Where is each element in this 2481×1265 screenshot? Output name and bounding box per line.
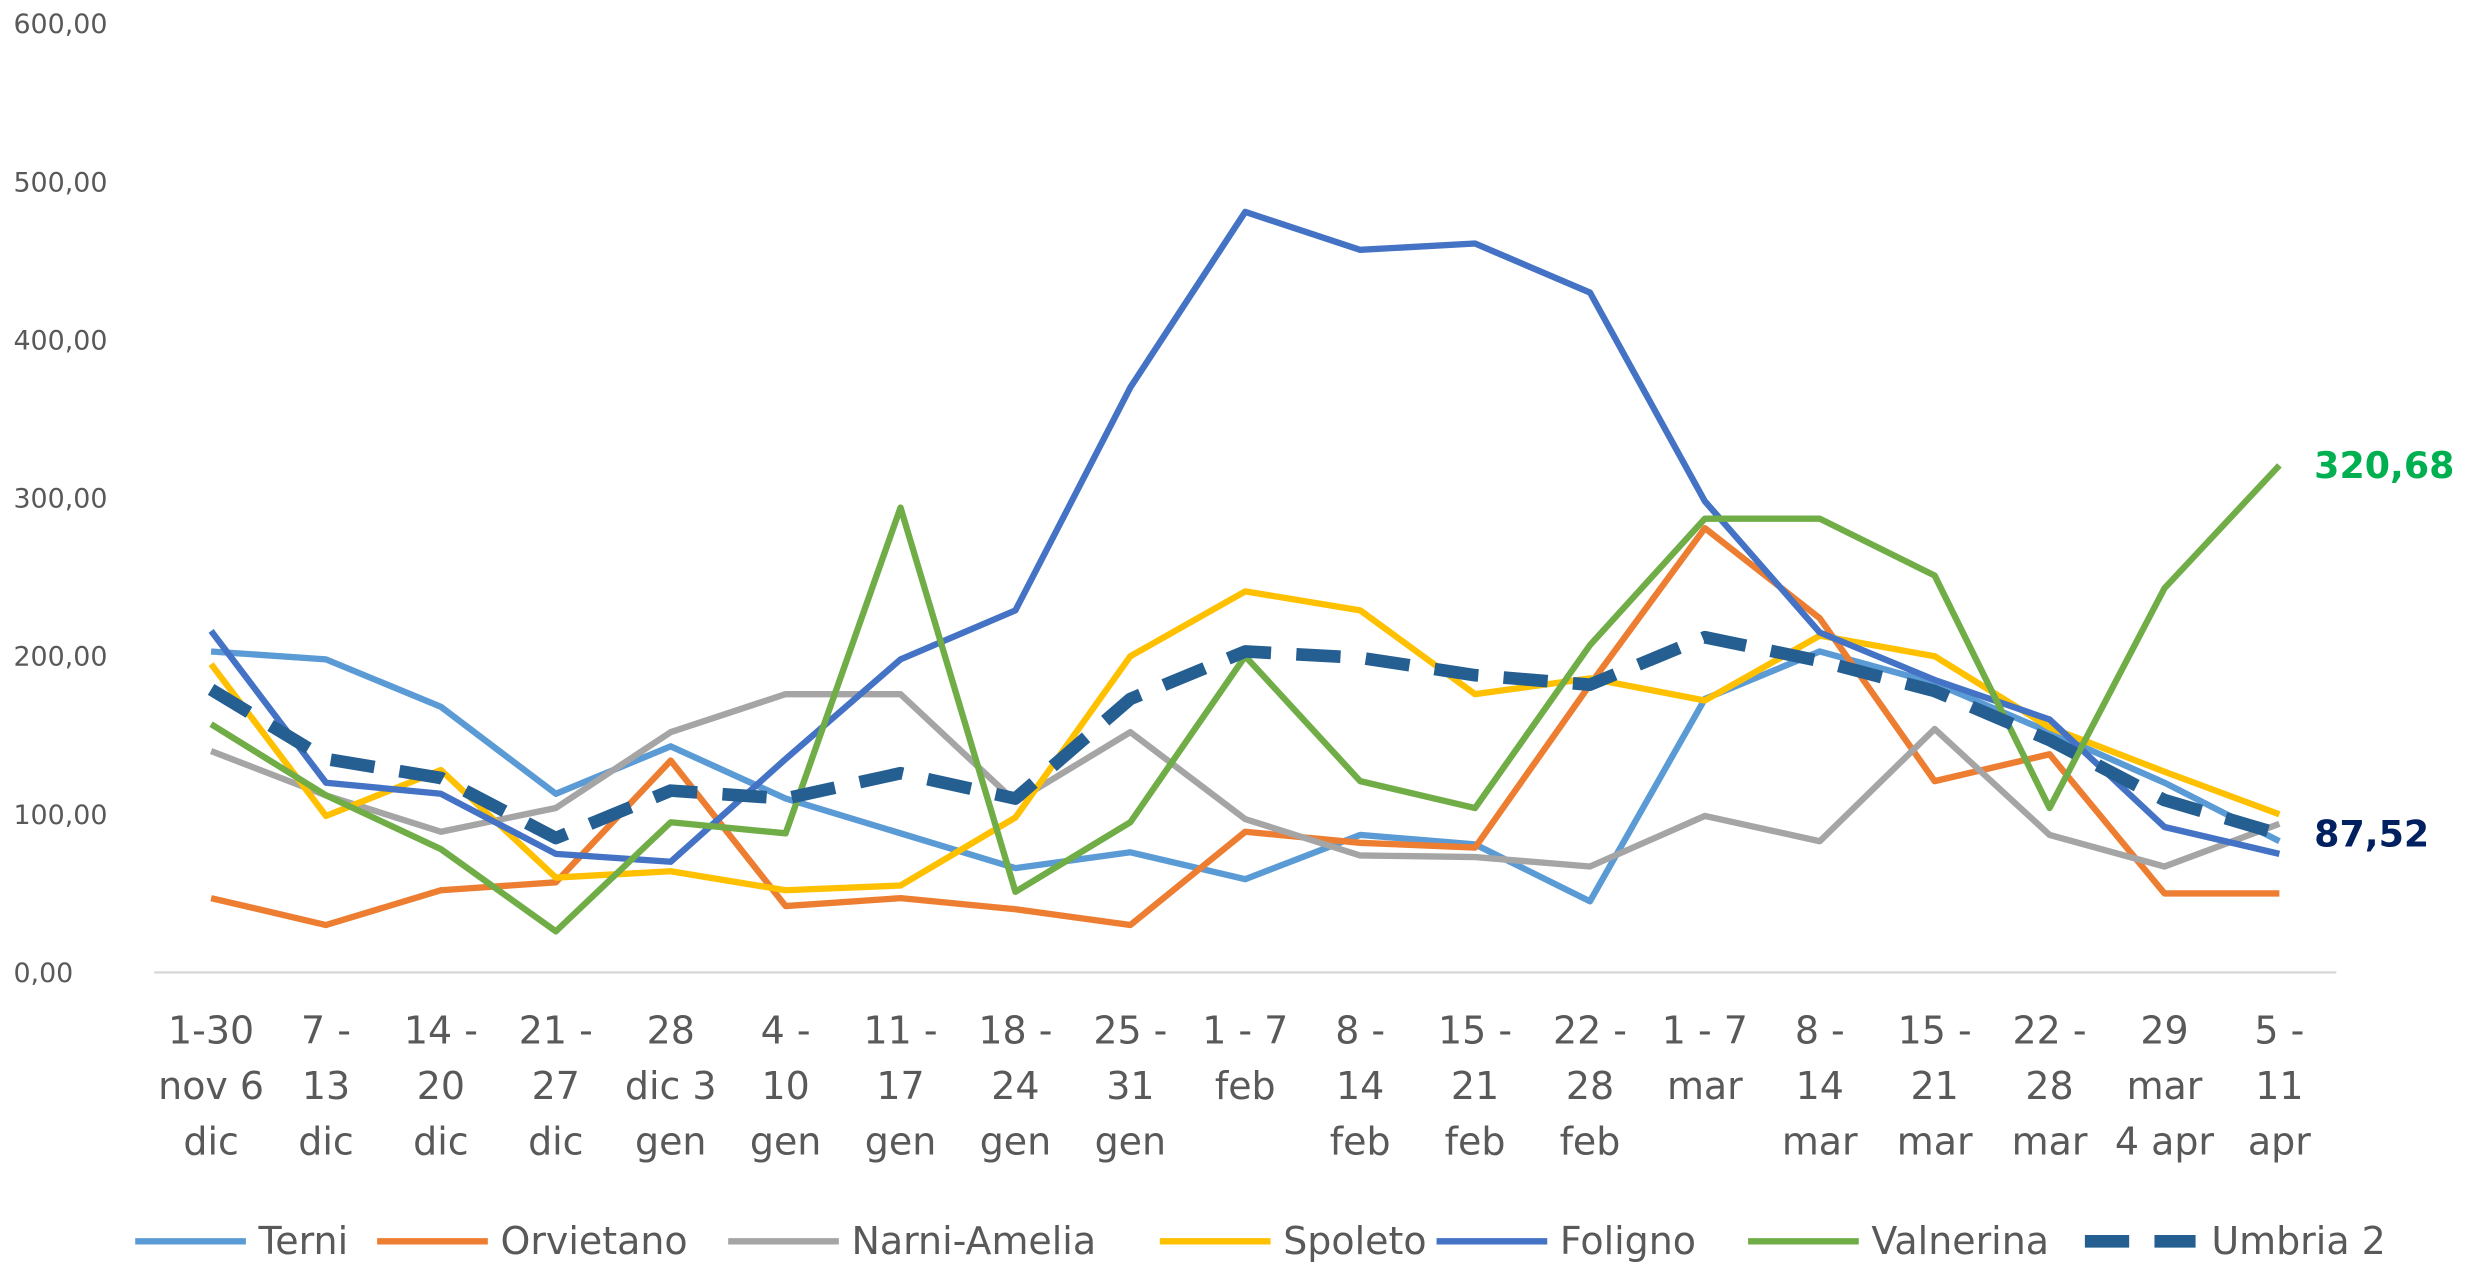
x-tick-label: 31 (1106, 1064, 1154, 1108)
x-tick-label: dic (528, 1119, 583, 1163)
x-tick-label: 21 - (519, 1009, 593, 1053)
x-tick-label: 18 - (978, 1009, 1052, 1053)
y-tick-label: 500,00 (13, 167, 107, 198)
x-tick-label: 28 (2025, 1064, 2073, 1108)
legend-label: Valnerina (1871, 1219, 2049, 1263)
x-tick-label: apr (2248, 1119, 2311, 1163)
x-tick-label: 28 (647, 1009, 695, 1053)
x-tick-label: 7 - (301, 1009, 351, 1053)
x-tick-label: 13 (302, 1064, 350, 1108)
x-tick-label: feb (1215, 1064, 1276, 1108)
x-tick-label: 29 (2140, 1009, 2188, 1053)
y-tick-label: 600,00 (13, 9, 107, 40)
x-tick-label: 11 (2255, 1064, 2303, 1108)
x-tick-label: mar (2012, 1119, 2088, 1163)
x-tick-label: 14 (1336, 1064, 1384, 1108)
x-tick-label: 21 (1451, 1064, 1499, 1108)
x-tick-label: feb (1330, 1119, 1391, 1163)
x-tick-label: 17 (876, 1064, 924, 1108)
series-line (210, 524, 2280, 929)
series-line (208, 208, 2281, 865)
x-tick-label: 8 - (1795, 1009, 1845, 1053)
x-tick-label: 1 - 7 (1202, 1009, 1288, 1053)
x-tick-label: 4 apr (2115, 1119, 2215, 1163)
legend-label: Umbria 2 (2211, 1219, 2385, 1263)
y-tick-label: 300,00 (13, 484, 107, 515)
x-tick-label: 25 - (1093, 1009, 1167, 1053)
x-tick-label: 14 (1796, 1064, 1844, 1108)
x-tick-label: gen (980, 1119, 1051, 1163)
x-tick-label: 5 - (2254, 1009, 2304, 1053)
data-label: 320,68 (2314, 444, 2454, 487)
x-tick-label: 22 - (1553, 1009, 1627, 1053)
legend-label: Terni (258, 1219, 349, 1263)
x-tick-label: mar (1782, 1119, 1858, 1163)
y-tick-label: 400,00 (13, 325, 107, 356)
x-tick-label: 21 (1911, 1064, 1959, 1108)
x-tick-label: 24 (991, 1064, 1039, 1108)
x-tick-label: 11 - (864, 1009, 938, 1053)
x-tick-label: feb (1445, 1119, 1506, 1163)
x-tick-label: 27 (532, 1064, 580, 1108)
y-tick-label: 0,00 (13, 958, 73, 989)
series-line (208, 588, 2281, 894)
x-tick-label: 4 - (761, 1009, 811, 1053)
legend-label: Spoleto (1283, 1219, 1426, 1263)
x-tick-label: feb (1560, 1119, 1621, 1163)
series-line (209, 691, 2281, 870)
y-tick-label: 200,00 (13, 642, 107, 673)
x-tick-label: gen (750, 1119, 821, 1163)
legend-label: Foligno (1560, 1219, 1696, 1263)
x-tick-label: 15 - (1898, 1009, 1972, 1053)
x-tick-label: 28 (1566, 1064, 1614, 1108)
x-tick-label: dic (413, 1119, 468, 1163)
y-tick-label: 100,00 (13, 800, 107, 831)
x-tick-label: 10 (761, 1064, 809, 1108)
legend-label: Narni-Amelia (852, 1219, 1097, 1263)
x-tick-label: gen (1095, 1119, 1166, 1163)
x-tick-label: nov 6 (158, 1064, 264, 1108)
series-line (207, 630, 2282, 845)
legend-label: Orvietano (500, 1219, 687, 1263)
x-tick-label: dic (183, 1119, 238, 1163)
x-tick-label: 1 - 7 (1662, 1009, 1748, 1053)
x-tick-label: 22 - (2013, 1009, 2087, 1053)
data-label: 87,52 (2314, 813, 2429, 856)
x-tick-label: 14 - (404, 1009, 478, 1053)
x-tick-label: gen (865, 1119, 936, 1163)
x-tick-label: mar (2127, 1064, 2203, 1108)
x-tick-label: dic (298, 1119, 353, 1163)
x-tick-label: 8 - (1335, 1009, 1385, 1053)
x-tick-label: dic 3 (625, 1064, 717, 1108)
x-tick-label: mar (1667, 1064, 1743, 1108)
x-tick-label: gen (635, 1119, 706, 1163)
x-tick-label: 15 - (1438, 1009, 1512, 1053)
x-tick-label: 1-30 (168, 1009, 254, 1053)
x-tick-label: mar (1897, 1119, 1973, 1163)
x-tick-label: 20 (417, 1064, 465, 1108)
